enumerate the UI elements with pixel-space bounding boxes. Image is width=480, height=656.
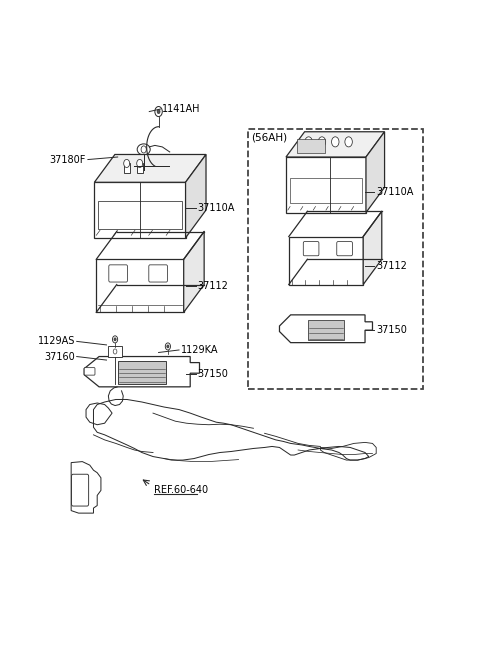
FancyBboxPatch shape [98, 201, 182, 229]
Text: 37110A: 37110A [376, 188, 414, 197]
Circle shape [137, 159, 143, 167]
Polygon shape [363, 211, 382, 285]
FancyBboxPatch shape [248, 129, 423, 390]
Text: 1129KA: 1129KA [181, 345, 218, 355]
Circle shape [345, 137, 352, 147]
FancyBboxPatch shape [118, 361, 166, 384]
Polygon shape [286, 157, 366, 213]
Bar [137, 163, 143, 173]
Text: 37150: 37150 [376, 325, 407, 335]
Polygon shape [186, 154, 206, 238]
Bar [124, 163, 130, 173]
Polygon shape [184, 232, 204, 312]
Circle shape [124, 159, 130, 167]
FancyBboxPatch shape [303, 241, 319, 256]
FancyBboxPatch shape [308, 320, 344, 340]
Text: 37180F: 37180F [49, 155, 86, 165]
Text: REF.60-640: REF.60-640 [154, 485, 208, 495]
Polygon shape [95, 182, 186, 238]
FancyBboxPatch shape [108, 346, 122, 357]
Circle shape [155, 106, 162, 117]
Text: 37160: 37160 [44, 352, 75, 361]
Circle shape [165, 343, 170, 350]
Polygon shape [286, 132, 384, 157]
Text: 37150: 37150 [198, 369, 228, 379]
Text: 37110A: 37110A [198, 203, 235, 213]
Circle shape [167, 345, 169, 348]
Polygon shape [84, 357, 200, 387]
Polygon shape [289, 237, 363, 285]
Text: 37112: 37112 [376, 260, 407, 271]
Circle shape [141, 146, 146, 153]
Text: 1141AH: 1141AH [162, 104, 201, 114]
FancyBboxPatch shape [72, 474, 89, 506]
FancyBboxPatch shape [149, 265, 168, 282]
FancyBboxPatch shape [290, 178, 362, 203]
FancyBboxPatch shape [297, 139, 325, 154]
Circle shape [332, 137, 339, 147]
Polygon shape [366, 132, 384, 213]
Circle shape [112, 336, 118, 343]
Polygon shape [95, 154, 206, 182]
FancyBboxPatch shape [337, 241, 352, 256]
Polygon shape [279, 315, 372, 342]
Circle shape [305, 137, 312, 147]
FancyBboxPatch shape [84, 367, 95, 375]
FancyBboxPatch shape [109, 265, 127, 282]
Ellipse shape [137, 144, 150, 155]
Circle shape [114, 338, 116, 341]
Circle shape [157, 110, 160, 113]
Circle shape [113, 349, 117, 354]
Text: (56AH): (56AH) [252, 133, 288, 143]
Polygon shape [96, 259, 184, 312]
Text: 37112: 37112 [198, 281, 228, 291]
Circle shape [318, 137, 325, 147]
Text: 1129AS: 1129AS [37, 337, 75, 346]
